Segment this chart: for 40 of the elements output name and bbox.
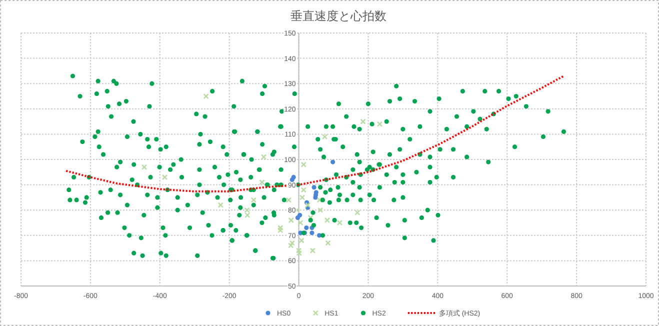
point bbox=[260, 154, 267, 160]
point bbox=[299, 194, 306, 200]
point bbox=[304, 226, 309, 230]
point bbox=[312, 185, 316, 190]
point bbox=[291, 174, 296, 180]
point bbox=[298, 220, 304, 226]
point bbox=[278, 224, 284, 231]
point bbox=[288, 217, 294, 224]
point bbox=[244, 207, 250, 213]
point bbox=[278, 227, 284, 234]
point bbox=[296, 250, 302, 256]
point bbox=[376, 121, 383, 127]
point bbox=[300, 162, 306, 168]
point bbox=[330, 160, 336, 164]
point bbox=[300, 187, 306, 193]
point bbox=[289, 240, 296, 246]
point bbox=[322, 134, 328, 140]
point bbox=[286, 197, 292, 203]
point bbox=[354, 210, 360, 216]
point bbox=[298, 238, 304, 244]
point bbox=[325, 240, 331, 246]
point bbox=[316, 197, 322, 203]
point bbox=[324, 217, 330, 224]
point bbox=[336, 220, 343, 226]
point bbox=[360, 118, 366, 124]
point bbox=[288, 242, 294, 248]
point bbox=[218, 202, 224, 208]
point bbox=[310, 248, 316, 254]
point bbox=[304, 202, 311, 208]
point bbox=[203, 93, 209, 100]
point bbox=[141, 164, 148, 170]
point bbox=[310, 230, 314, 236]
chart-title: 垂直速度と心拍数 bbox=[290, 9, 386, 23]
point bbox=[317, 207, 324, 213]
point bbox=[162, 174, 168, 180]
point bbox=[259, 179, 265, 186]
point bbox=[296, 248, 302, 254]
point bbox=[244, 212, 250, 218]
point bbox=[298, 212, 302, 218]
point bbox=[250, 197, 256, 203]
